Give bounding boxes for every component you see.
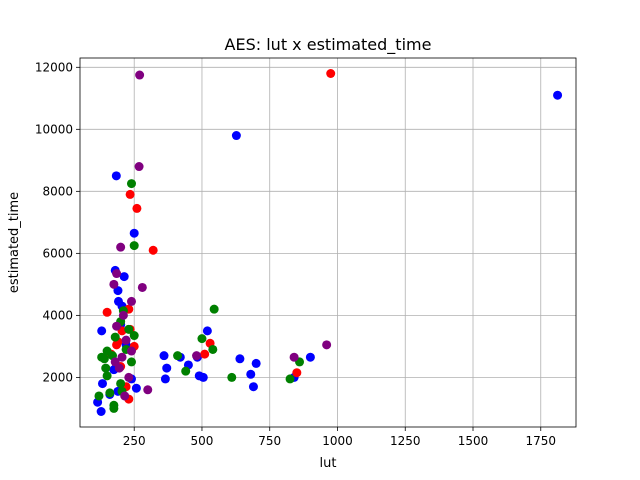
scatter-point bbox=[118, 310, 128, 320]
scatter-point bbox=[129, 331, 139, 341]
scatter-point bbox=[209, 304, 219, 314]
scatter-point bbox=[160, 374, 170, 384]
scatter-point bbox=[143, 385, 153, 395]
x-tick-label: 750 bbox=[258, 434, 281, 448]
scatter-point bbox=[202, 326, 212, 336]
scatter-point bbox=[110, 332, 120, 342]
scatter-point bbox=[192, 351, 202, 361]
scatter-point bbox=[125, 189, 135, 199]
scatter-point bbox=[117, 352, 127, 362]
scatter-point bbox=[126, 357, 136, 367]
scatter-point bbox=[246, 369, 256, 379]
scatter-point bbox=[159, 351, 169, 361]
scatter-point bbox=[198, 372, 208, 382]
scatter-point bbox=[109, 279, 119, 289]
scatter-point bbox=[129, 241, 139, 251]
x-tick-label: 250 bbox=[123, 434, 146, 448]
y-tick-label: 12000 bbox=[35, 60, 73, 74]
scatter-point bbox=[116, 379, 126, 389]
scatter-point bbox=[181, 366, 191, 376]
scatter-point bbox=[97, 326, 107, 336]
scatter-point bbox=[322, 340, 332, 350]
scatter-point bbox=[111, 171, 121, 181]
scatter-point bbox=[326, 69, 336, 79]
scatter-point bbox=[124, 372, 134, 382]
x-tick-label: 1000 bbox=[322, 434, 353, 448]
scatter-point bbox=[126, 296, 136, 306]
scatter-point bbox=[231, 131, 241, 141]
scatter-point bbox=[292, 368, 302, 378]
scatter-point bbox=[235, 354, 245, 364]
scatter-point bbox=[135, 70, 145, 80]
y-tick-label: 2000 bbox=[42, 370, 73, 384]
scatter-point bbox=[137, 282, 147, 292]
y-tick-label: 10000 bbox=[35, 122, 73, 136]
scatter-point bbox=[102, 371, 112, 381]
scatter-point bbox=[124, 324, 134, 334]
x-tick-label: 1750 bbox=[525, 434, 556, 448]
scatter-point bbox=[112, 321, 122, 331]
x-tick-label: 1500 bbox=[458, 434, 489, 448]
scatter-point bbox=[305, 352, 315, 362]
scatter-point bbox=[131, 383, 141, 393]
scatter-point bbox=[96, 406, 106, 416]
scatter-point bbox=[119, 272, 129, 282]
scatter-point bbox=[116, 242, 126, 252]
scatter-point bbox=[112, 340, 122, 350]
scatter-point bbox=[227, 372, 237, 382]
x-tick-label: 1250 bbox=[390, 434, 421, 448]
plot-frame bbox=[79, 57, 577, 428]
scatter-point bbox=[285, 374, 295, 384]
scatter-point bbox=[129, 228, 139, 238]
scatter-point bbox=[114, 363, 124, 373]
scatter-point bbox=[553, 90, 563, 100]
scatter-point bbox=[173, 351, 183, 361]
scatter-point bbox=[101, 363, 111, 373]
axis-ticks: 250 500 750 1000 1250 1500 1750 2000 4000 6000 800… bbox=[35, 60, 556, 448]
scatter-point bbox=[109, 403, 119, 413]
scatter-point bbox=[97, 352, 107, 362]
scatter-point bbox=[200, 349, 210, 359]
scatter-point bbox=[148, 245, 158, 255]
x-tick-label: 500 bbox=[191, 434, 214, 448]
x-axis-label: lut bbox=[320, 456, 337, 471]
scatter-point bbox=[105, 388, 115, 398]
scatter-point bbox=[197, 334, 207, 344]
scatter-point bbox=[208, 344, 218, 354]
scatter-point bbox=[134, 162, 144, 172]
scatter-point bbox=[162, 363, 172, 373]
scatter-point bbox=[97, 379, 107, 389]
scatter-point bbox=[132, 203, 142, 213]
scatter-point bbox=[289, 352, 299, 362]
data-points bbox=[93, 69, 563, 416]
scatter-point bbox=[126, 179, 136, 189]
scatter-point bbox=[112, 269, 122, 279]
chart-title: AES: lut x estimated_time bbox=[225, 35, 432, 55]
scatter-point bbox=[102, 307, 112, 317]
y-tick-label: 8000 bbox=[42, 184, 73, 198]
scatter-point bbox=[120, 391, 130, 401]
y-tick-label: 6000 bbox=[42, 246, 73, 260]
scatter-point bbox=[94, 391, 104, 401]
scatter-point bbox=[121, 335, 131, 345]
scatter-point bbox=[248, 382, 258, 392]
scatter-point bbox=[251, 358, 261, 368]
scatter-point bbox=[126, 346, 136, 356]
y-axis-label: estimated_time bbox=[7, 192, 22, 293]
grid bbox=[80, 58, 576, 427]
y-tick-label: 4000 bbox=[42, 308, 73, 322]
